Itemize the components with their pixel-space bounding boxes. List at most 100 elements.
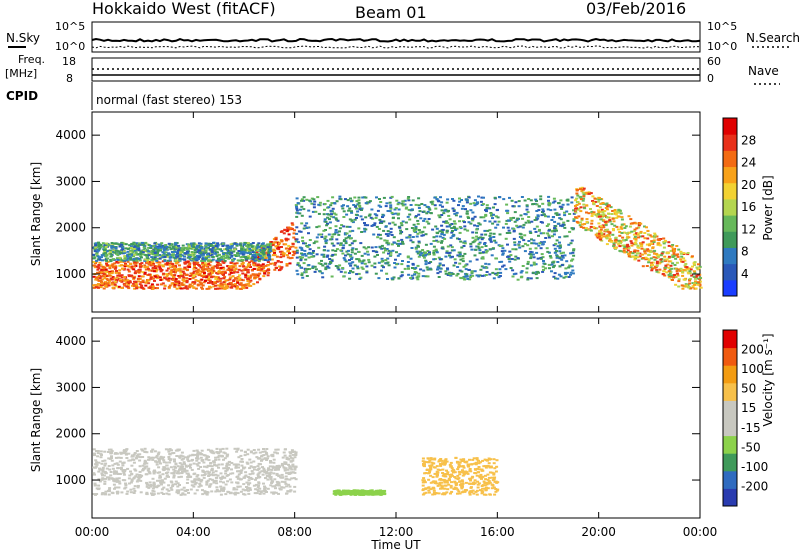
power-cell — [300, 199, 303, 202]
velocity-cell — [160, 479, 164, 482]
power-cell — [442, 220, 446, 223]
power-cell — [344, 254, 347, 257]
power-cell — [325, 224, 329, 227]
power-cell — [523, 250, 527, 253]
velocity-cell — [269, 471, 273, 474]
power-cell — [133, 272, 137, 275]
velocity-cell — [113, 480, 117, 483]
power-cell — [561, 203, 565, 206]
power-cell — [117, 285, 121, 288]
power-cell — [478, 252, 482, 255]
power-cell — [470, 270, 474, 273]
power-cell — [216, 251, 219, 254]
power-cell — [138, 243, 141, 246]
power-cell — [235, 243, 239, 246]
power-cell — [256, 269, 260, 271]
power-cell — [139, 281, 143, 284]
power-cell — [223, 286, 226, 289]
velocity-heatmap — [92, 447, 500, 496]
power-cell — [664, 259, 668, 262]
power-cell — [529, 277, 533, 280]
power-cell — [336, 219, 340, 222]
power-cell — [528, 221, 531, 224]
power-cell — [291, 254, 295, 257]
power-cell — [595, 198, 599, 200]
power-colorbar-tick-label: 16 — [741, 200, 756, 214]
velocity-cell — [214, 473, 218, 476]
velocity-cell — [226, 462, 230, 465]
power-cell — [382, 196, 386, 199]
power-cell — [532, 256, 536, 259]
power-cell — [143, 259, 147, 262]
power-cell — [542, 240, 546, 243]
power-cell — [362, 259, 366, 262]
power-cell — [444, 255, 448, 258]
power-cell — [536, 270, 540, 273]
power-cell — [632, 243, 636, 246]
power-cell — [120, 279, 124, 281]
power-cell — [562, 276, 566, 279]
velocity-cell — [210, 467, 214, 470]
power-cell — [207, 275, 210, 278]
power-cell — [629, 218, 633, 221]
power-cell — [471, 241, 475, 244]
velocity-cell — [280, 462, 284, 465]
power-cell — [242, 269, 246, 272]
velocity-cell — [222, 489, 225, 492]
power-cell — [684, 283, 688, 286]
power-cell — [96, 283, 100, 285]
power-cell — [578, 196, 582, 199]
velocity-cell — [238, 478, 242, 481]
power-cell — [317, 246, 321, 249]
power-cell — [389, 231, 393, 234]
power-cell — [529, 232, 533, 234]
power-cell — [167, 252, 171, 255]
power-cell — [259, 251, 263, 254]
power-cell — [101, 259, 104, 262]
power-cell — [471, 211, 475, 214]
power-cell — [417, 272, 421, 275]
velocity-cell — [215, 486, 219, 489]
power-cell — [396, 203, 400, 206]
power-cell — [271, 262, 275, 265]
power-cell — [411, 262, 415, 265]
velocity-cell — [292, 477, 296, 480]
power-cell — [417, 204, 421, 207]
power-cell — [167, 279, 171, 282]
power-cell — [262, 265, 266, 268]
velocity-cell — [223, 476, 227, 479]
power-cell — [212, 285, 216, 288]
power-cell — [603, 220, 607, 223]
velocity-cell — [262, 448, 265, 450]
power-cell — [622, 247, 626, 250]
velocity-cell — [159, 462, 162, 465]
power-cell — [170, 269, 174, 272]
velocity-cell — [236, 492, 240, 495]
power-cell — [465, 210, 469, 213]
power-cell — [513, 243, 517, 246]
power-cell — [255, 251, 259, 254]
power-cell — [242, 265, 246, 268]
power-cell — [364, 202, 368, 205]
power-cell — [398, 253, 402, 256]
velocity-cell — [157, 460, 161, 463]
power-cell — [327, 266, 331, 269]
power-cell — [539, 221, 543, 223]
velocity-cell — [125, 452, 129, 455]
power-cell — [344, 237, 348, 240]
power-cell — [480, 246, 484, 249]
power-cell — [204, 268, 208, 271]
power-cell — [150, 256, 154, 259]
power-cell — [200, 270, 204, 273]
power-cell — [182, 268, 186, 271]
power-cell — [499, 271, 503, 274]
power-cell — [399, 232, 403, 235]
power-cell — [237, 268, 241, 271]
power-cell — [399, 222, 403, 225]
power-cell — [169, 270, 173, 273]
power-cell — [109, 251, 113, 254]
power-cell — [397, 212, 401, 215]
power-cell — [213, 247, 217, 250]
power-cell — [113, 262, 117, 265]
velocity-cell — [266, 472, 270, 475]
